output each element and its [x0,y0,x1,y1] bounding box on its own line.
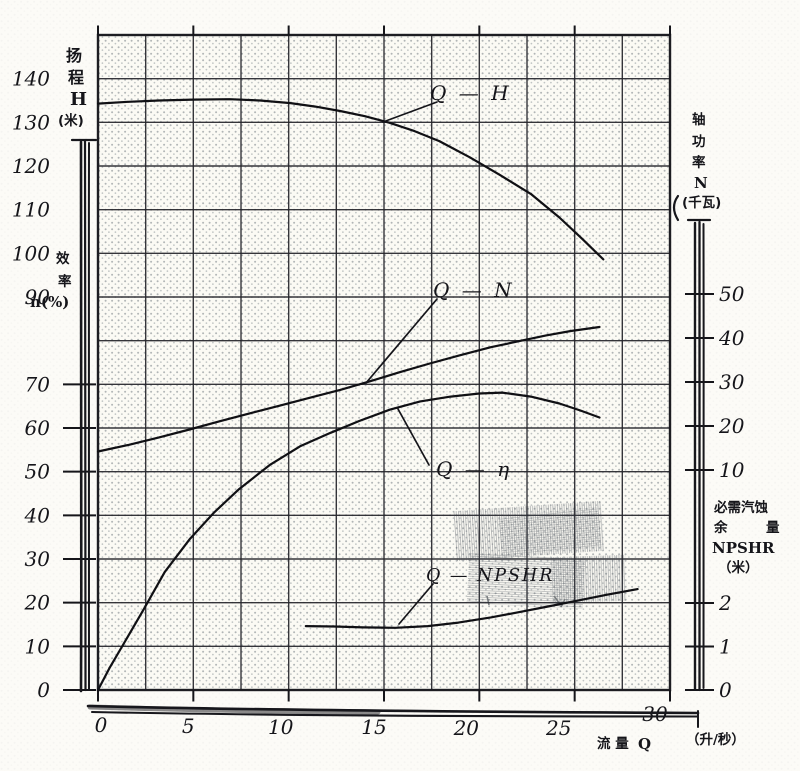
qeta-leader-line [397,408,430,466]
x-tick-label: 10 [268,715,294,739]
x-axis-title: 流 量 Q （升/秒） [597,731,745,753]
npshr-title-unit: （米） [718,559,759,576]
eff-title-char: 效 [56,250,70,267]
h-tick-label: 130 [12,110,50,134]
x-tick-label: 0 [95,713,108,737]
h-tick-label: 140 [12,67,50,91]
npshr-title-char: 余 [713,519,728,536]
curve-annotations: Q — H Q — N Q — η Q — NPSHR [365,81,555,625]
flow-symbol: Q [638,735,651,753]
curve-q [96,391,601,692]
qnpshr-curve-label: Q — NPSHR [426,566,555,586]
qnpshr-leader-line [398,583,434,625]
axis-ticks: 0 5 10 15 20 25301401301201101009070605040302… [12,25,745,740]
left-axis-title-head: 扬 程 H (米) [58,46,87,129]
x-axis-hand-line [86,704,700,728]
x-tick-label: 15 [361,715,386,739]
h-tick-label: 10 [25,634,51,658]
qn-leader-line [365,298,438,384]
power-tick-label: 50 [719,282,745,306]
power-tick-label: 20 [718,414,745,438]
right-axis-title-npshr: 必需汽蚀 余 量 NPSHR （米） [712,499,780,576]
eff-title-char: 率 [58,273,72,290]
npshr-tick-label: 2 [718,591,732,615]
curve-qh [96,98,605,261]
power-title-symbol: N [694,174,708,192]
head-title-symbol: H [70,89,87,110]
curve-qnpshr [304,588,639,629]
h-tick-label: 50 [25,460,51,484]
eff-unit-label: n(%) [30,293,69,311]
power-tick-label: 10 [719,458,745,482]
x-tick-label: 5 [182,714,195,738]
smudge-marks [453,500,627,610]
h-tick-label: 100 [12,241,50,265]
stray-pen-mark [672,194,680,222]
h-tick-label: 90 [25,285,51,309]
npshr-title-symbol: NPSHR [712,539,775,557]
power-title-char: 轴 [692,111,706,128]
qh-curve-label: Q — H [430,81,512,105]
x-tick-label: 20 [453,716,480,740]
right-axis-title-power: 轴 功 率 N (千瓦) [682,111,721,211]
power-title-unit: (千瓦) [682,194,721,211]
h-tick-label: 110 [12,198,50,222]
flow-unit: （升/秒） [686,731,745,748]
h-tick-label: 70 [25,372,51,396]
h-tick-label: 60 [25,416,51,440]
head-title-char: 程 [68,68,84,87]
power-tick-label: 40 [718,326,745,350]
h-tick-label: 0 [37,678,50,702]
left-scale-bar [70,138,98,693]
h-tick-label: 120 [12,154,50,178]
power-title-char: 率 [692,154,706,171]
qeta-curve-label: Q — η [436,457,512,481]
x-tick-label: 25 [545,716,571,740]
npshr-title-line: 必需汽蚀 [713,499,768,516]
left-axis-title-efficiency: 效 率 n(%) [30,250,72,311]
h-tick-label: 30 [25,547,51,571]
right-scale-bar [686,218,712,692]
npshr-tick-label: 1 [719,635,732,659]
flow-label: 流 量 [597,735,629,752]
power-title-char: 功 [692,134,706,150]
npshr-tick-label: 0 [719,678,732,702]
head-title-char: 扬 [66,46,82,65]
h-tick-label: 20 [24,591,51,615]
qn-curve-label: Q — N [433,278,515,302]
npshr-title-char: 量 [766,520,780,536]
curve-qn [96,325,601,453]
head-title-unit: (米) [58,112,84,129]
curves [96,98,639,692]
power-tick-label: 30 [719,370,745,394]
qh-leader-line [382,101,438,123]
h-tick-label: 40 [24,503,51,527]
